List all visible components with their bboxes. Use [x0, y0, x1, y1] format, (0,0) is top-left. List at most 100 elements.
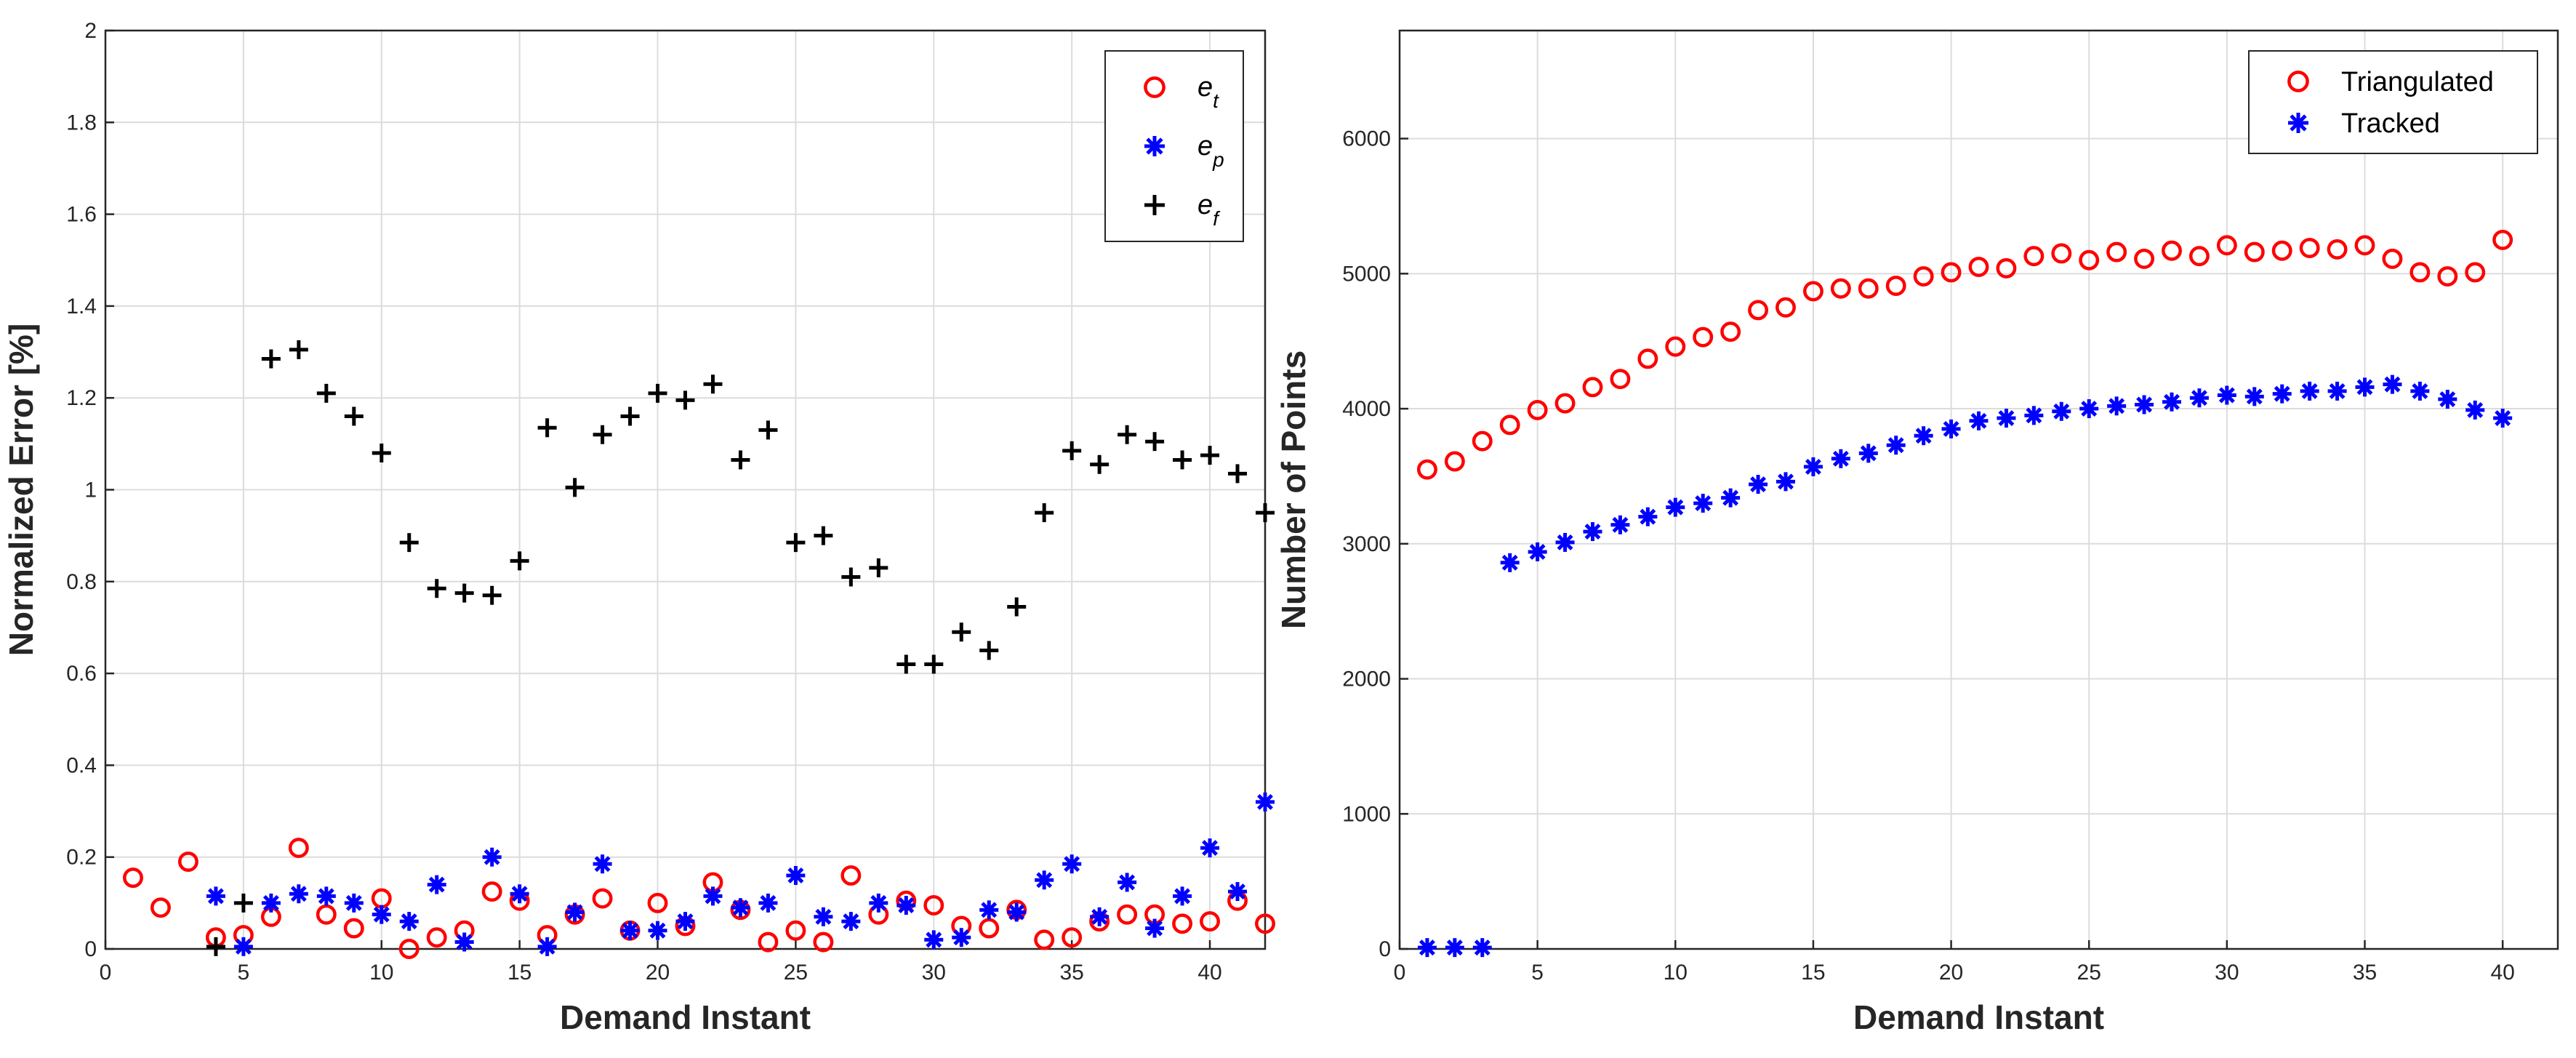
data-point — [620, 406, 640, 426]
data-point — [1118, 873, 1137, 892]
data-point — [1720, 321, 1741, 342]
data-point — [2106, 241, 2127, 263]
data-point — [1228, 464, 1248, 484]
chart-number-of-points: 0 5 10 15 20 25 30 35 40 0 1000 2000 3000 4000 5000 600… — [1275, 29, 2559, 1036]
data-point — [1803, 457, 1823, 476]
data-point — [151, 897, 171, 918]
x-tick-label: 35 — [1059, 961, 1083, 985]
data-point — [343, 918, 364, 939]
data-point — [2079, 399, 2099, 419]
data-point — [593, 425, 612, 444]
x-tick-label: 30 — [2215, 961, 2239, 985]
data-point — [1886, 436, 1906, 455]
data-point — [1802, 281, 1823, 302]
data-point — [1117, 904, 1138, 925]
data-point — [2134, 248, 2155, 269]
data-point — [427, 875, 446, 894]
legend: et ep ef — [1104, 50, 1244, 242]
data-point — [785, 920, 806, 941]
data-point — [2382, 248, 2403, 269]
data-point — [2023, 246, 2045, 267]
data-point — [1665, 336, 1686, 357]
data-point — [344, 893, 364, 913]
data-point — [565, 478, 585, 497]
data-point — [1637, 348, 1658, 369]
data-point — [1913, 266, 1934, 286]
data-point — [2438, 390, 2457, 409]
data-point — [177, 851, 198, 872]
data-point — [2410, 262, 2431, 283]
data-point — [592, 888, 613, 909]
data-point — [2300, 381, 2319, 401]
data-point — [482, 585, 502, 605]
data-point — [593, 854, 612, 874]
data-point — [1090, 454, 1110, 474]
data-point — [952, 622, 971, 642]
data-point — [1173, 886, 1192, 906]
data-point — [869, 558, 888, 577]
data-point — [840, 865, 862, 886]
data-point — [398, 939, 420, 959]
legend-label: Triangulated — [2341, 67, 2494, 97]
data-point — [1444, 451, 1465, 472]
y-tick-label: 0 — [1379, 937, 1391, 961]
series-triangulated — [1416, 229, 2513, 480]
y-tick-label: 0 — [84, 937, 97, 961]
data-point — [2244, 387, 2264, 406]
x-axis-label: Demand Instant — [1853, 998, 2104, 1036]
data-point — [1885, 276, 1906, 296]
data-point — [1173, 450, 1192, 470]
x-tick-label: 40 — [1197, 961, 1221, 985]
data-point — [1693, 494, 1713, 513]
data-point — [1007, 597, 1027, 617]
data-point — [786, 865, 806, 885]
data-point — [2492, 229, 2513, 250]
data-point — [952, 928, 971, 947]
data-point — [1472, 430, 1493, 452]
y-tick-label: 5000 — [1342, 262, 1391, 286]
data-point — [1035, 870, 1054, 890]
y-tick-label: 1000 — [1342, 802, 1391, 826]
legend-marker — [2288, 113, 2308, 133]
data-point — [869, 893, 888, 913]
legend-box — [2248, 50, 2538, 154]
y-axis-label: Normalized Error [%] — [2, 324, 40, 657]
x-tick-label: 30 — [922, 961, 946, 985]
data-point — [1775, 297, 1796, 318]
x-tick-label: 10 — [369, 961, 393, 985]
data-point — [675, 390, 695, 410]
y-tick-label: 4000 — [1342, 397, 1391, 421]
data-point — [1062, 441, 1082, 460]
data-point — [510, 884, 529, 904]
data-point — [206, 886, 225, 906]
data-point — [316, 904, 337, 925]
x-tick-label: 15 — [507, 961, 531, 985]
y-tick-label: 2000 — [1342, 668, 1391, 692]
x-tick-label: 10 — [1664, 961, 1688, 985]
data-point — [2272, 384, 2292, 404]
data-point — [979, 918, 1000, 939]
data-point — [620, 921, 640, 940]
data-point — [372, 443, 391, 462]
x-tick-label: 25 — [2077, 961, 2101, 985]
data-point — [2051, 243, 2072, 264]
data-point — [261, 893, 281, 913]
data-point — [1997, 409, 2016, 428]
data-point — [1255, 913, 1275, 934]
x-tick-label: 0 — [100, 961, 112, 985]
data-point — [1831, 449, 1850, 468]
data-point — [537, 937, 557, 956]
data-point — [2327, 239, 2348, 260]
data-point — [1200, 911, 1220, 932]
data-point — [565, 902, 585, 922]
data-point — [1500, 553, 1520, 572]
x-tick-label: 20 — [1939, 961, 1963, 985]
x-tick-label: 40 — [2490, 961, 2514, 985]
data-point — [2465, 400, 2485, 420]
legend-label: et — [1197, 72, 1219, 112]
data-point — [426, 927, 447, 948]
data-point — [372, 905, 391, 924]
data-point — [2189, 388, 2209, 408]
data-point — [1445, 938, 1464, 958]
